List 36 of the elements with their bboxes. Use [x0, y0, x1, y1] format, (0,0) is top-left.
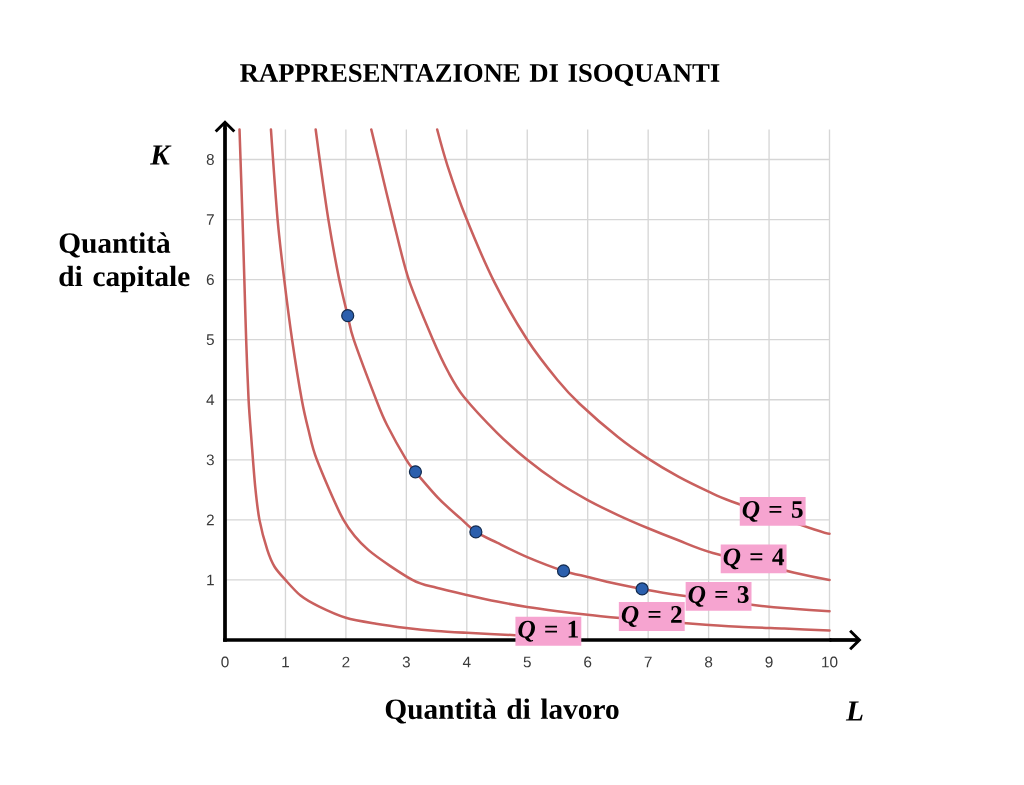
line-series: [370, 128, 831, 582]
x-tick-label: 6: [584, 656, 592, 668]
x-tick-label: 2: [342, 656, 350, 668]
series-label: Q = 2: [621, 606, 682, 627]
x-tick-label: 7: [644, 656, 652, 668]
series-label: Q = 3: [688, 585, 749, 607]
x-tick-label: 3: [402, 656, 410, 668]
y-tick-label: 7: [206, 214, 214, 225]
x-tick-label: 4: [462, 656, 471, 668]
text: K: [150, 145, 172, 165]
y-tick-label: 4: [206, 394, 215, 406]
series-label: Q = 1: [518, 620, 578, 642]
y-tick-label: 8: [206, 154, 214, 165]
series-label: Q = 4: [723, 548, 785, 570]
x-axis-title: Quantità di lavoro: [385, 698, 619, 724]
point: [341, 309, 355, 323]
y-axis-title: Quantità di capitale: [59, 232, 190, 293]
y-tick-label: 2: [206, 514, 214, 526]
y-tick-label: 5: [206, 334, 214, 346]
x-tick-label: 9: [765, 656, 773, 668]
x-tick-label: 1: [282, 656, 289, 668]
line-series: [238, 128, 517, 637]
point: [469, 525, 483, 539]
y-tick-label: 1: [207, 574, 214, 586]
text: L: [845, 701, 863, 721]
y-tick-label: 6: [206, 274, 214, 286]
chart-title: RAPPRESENTAZIONE DI ISOQUANTI: [240, 63, 720, 86]
x-tick-label: 5: [523, 656, 531, 668]
x-tick-label: 8: [705, 656, 713, 668]
x-tick-label: 0: [221, 656, 229, 668]
series-label: Q = 5: [742, 500, 803, 522]
point: [635, 582, 649, 596]
point: [556, 564, 571, 578]
x-tick-label: 10: [822, 656, 838, 668]
point: [408, 465, 423, 479]
y-tick-label: 3: [206, 454, 214, 466]
